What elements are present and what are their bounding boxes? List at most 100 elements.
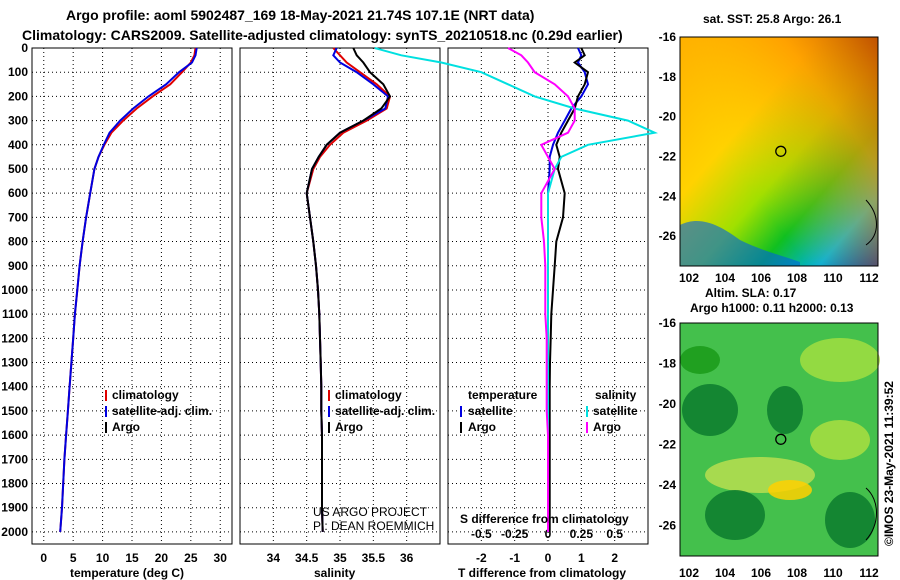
sla-map-ticks: 102 104 106 108 110 112 -16 -18 -20 -22 -24 -26: [659, 316, 879, 580]
map-y-tick-label: -26: [659, 519, 677, 533]
legend-label-argo: Argo: [112, 420, 140, 434]
x-tick-label: 34: [267, 551, 281, 565]
depth-tick-label: 1800: [1, 477, 28, 491]
sla-eddy: [810, 420, 870, 460]
depth-tick-label: 400: [8, 138, 28, 152]
sst-map-frame: [679, 36, 879, 267]
difference-legend: temperature satellite Argo salinity sate…: [460, 388, 638, 434]
map-x-tick-label: 106: [751, 566, 771, 580]
map-y-tick-label: -22: [659, 149, 677, 163]
x-tick-label: 34.5: [295, 551, 319, 565]
project-annotation: US ARGO PROJECT: [313, 505, 428, 519]
depth-tick-label: 1400: [1, 380, 28, 394]
depth-tick-label: 1900: [1, 501, 28, 515]
title-line-2: Climatology: CARS2009. Satellite-adjuste…: [22, 27, 623, 43]
legend-label-argo: Argo: [335, 420, 363, 434]
x-tick-label: 5: [70, 551, 77, 565]
legend-label-satellite: satellite-adj. clim.: [112, 404, 212, 418]
legend-label-s-argo: Argo: [593, 420, 621, 434]
s-diff-tick-label: -0.25: [501, 527, 529, 541]
depth-tick-label: 1700: [1, 452, 28, 466]
map-y-tick-label: -18: [659, 70, 677, 84]
x-tick-label: 15: [125, 551, 139, 565]
sla-high: [768, 480, 812, 500]
sla-map-subtitle: Argo h1000: 0.11 h2000: 0.13: [690, 301, 854, 315]
sst-contour-edge: [865, 199, 877, 246]
x-tick-label: -2: [476, 551, 487, 565]
x-tick-label: 35: [333, 551, 347, 565]
legend-heading-temperature: temperature: [468, 388, 538, 402]
sla-map: [679, 322, 880, 557]
sla-eddy: [800, 338, 880, 382]
series-satellite-adj-clim-: [59, 47, 198, 532]
map-y-tick-label: -20: [659, 397, 677, 411]
x-tick-label: 20: [155, 551, 169, 565]
depth-tick-label: 300: [8, 114, 28, 128]
title-line-1: Argo profile: aoml 5902487_169 18-May-20…: [66, 7, 534, 23]
t-diff-xlabel: T difference from climatology: [458, 566, 626, 580]
x-tick-label: 30: [214, 551, 228, 565]
depth-tick-label: 1600: [1, 428, 28, 442]
sst-map-ticks: 102 104 106 108 110 112 -16 -18 -20 -22 -24 -26: [659, 30, 879, 285]
temperature-xlabel: temperature (deg C): [70, 566, 184, 580]
depth-tick-label: 500: [8, 162, 28, 176]
map-y-tick-label: -22: [659, 438, 677, 452]
s-diff-tick-label: 0.25: [570, 527, 594, 541]
series-layer: [59, 47, 659, 532]
map-y-tick-label: -26: [659, 229, 677, 243]
legend-heading-salinity: salinity: [595, 388, 637, 402]
depth-tick-labels: 0 100 200 300 400 500 600 700 800 900 1000 1100 1200…: [1, 41, 28, 539]
map-x-tick-label: 102: [679, 271, 699, 285]
map-x-tick-label: 104: [715, 271, 735, 285]
depth-tick-label: 1300: [1, 356, 28, 370]
legend-label-climatology: climatology: [112, 388, 179, 402]
pi-annotation: PI: DEAN ROEMMICH: [313, 519, 434, 533]
sla-eddy: [705, 490, 765, 540]
map-x-tick-label: 110: [823, 271, 843, 285]
argo-position-marker: [775, 145, 787, 157]
depth-tick-label: 700: [8, 210, 28, 224]
series-t-argo: [548, 47, 590, 532]
depth-tick-label: 1100: [2, 307, 28, 321]
depth-tick-label: 1000: [1, 283, 28, 297]
x-tick-label: 36: [400, 551, 414, 565]
map-x-tick-label: 110: [823, 566, 843, 580]
map-x-tick-label: 108: [787, 566, 807, 580]
legend-label-t-argo: Argo: [468, 420, 496, 434]
sst-map: [679, 36, 879, 267]
sst-cold-patch: [680, 220, 800, 266]
argo-position-marker: [775, 433, 787, 445]
depth-tick-label: 0: [21, 41, 28, 55]
sla-map-title: Altim. SLA: 0.17: [705, 286, 797, 300]
map-x-tick-label: 108: [787, 271, 807, 285]
x-tick-label: -1: [509, 551, 520, 565]
x-tick-label: 0: [40, 551, 47, 565]
map-x-tick-label: 104: [715, 566, 735, 580]
s-diff-tick-label: -0.5: [471, 527, 492, 541]
salinity-legend: climatology satellite-adj. clim. Argo: [328, 388, 435, 434]
map-y-tick-label: -18: [659, 357, 677, 371]
map-x-tick-label: 102: [679, 566, 699, 580]
s-diff-tick-label: 0.5: [606, 527, 623, 541]
map-y-tick-label: -16: [659, 316, 677, 330]
x-tick-label: 35.5: [362, 551, 386, 565]
depth-tick-label: 100: [8, 65, 28, 79]
depth-tick-label: 200: [8, 89, 28, 103]
depth-tick-label: 2000: [1, 525, 28, 539]
map-x-tick-label: 112: [859, 271, 879, 285]
map-y-tick-label: -24: [659, 189, 677, 203]
salinity-xlabel: salinity: [314, 566, 356, 580]
depth-tick-label: 1500: [1, 404, 28, 418]
series-s-argo: [507, 47, 576, 532]
depth-tick-label: 800: [8, 235, 28, 249]
map-x-tick-label: 106: [751, 271, 771, 285]
depth-tick-label: 900: [8, 259, 28, 273]
x-tick-label: 0: [545, 551, 552, 565]
grid-layer: [32, 47, 648, 544]
legend-label-t-satellite: satellite: [468, 404, 513, 418]
legend-label-climatology: climatology: [335, 388, 402, 402]
sst-map-title: sat. SST: 25.8 Argo: 26.1: [703, 12, 842, 26]
sla-map-frame: [679, 322, 879, 557]
sla-eddy: [767, 386, 803, 434]
